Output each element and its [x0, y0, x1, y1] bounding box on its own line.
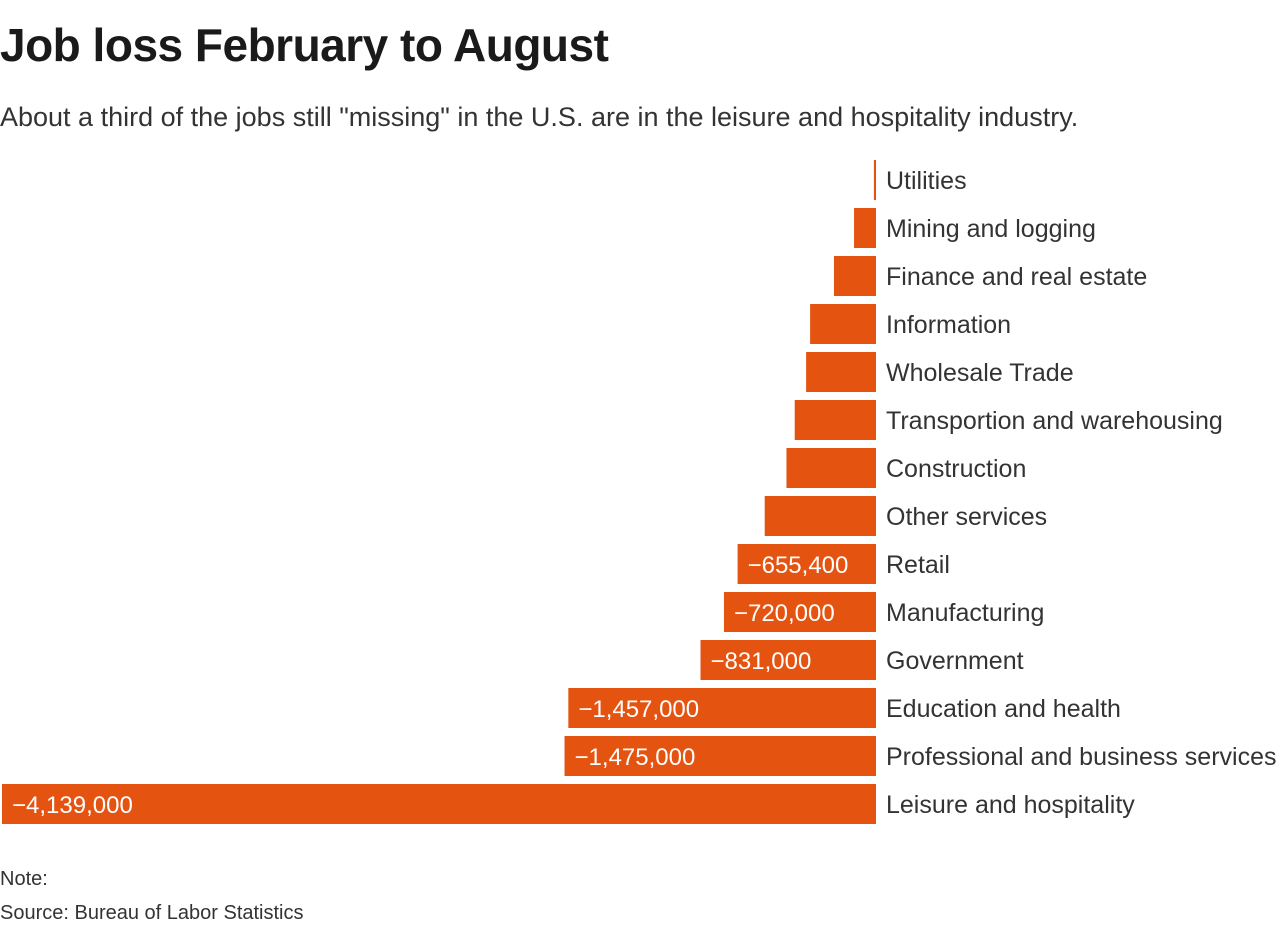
chart-subtitle: About a third of the jobs still "missing…	[0, 102, 1079, 132]
bar-construction	[786, 448, 876, 488]
category-label: Leisure and hospitality	[886, 791, 1135, 819]
bar-transportion-and-warehousing	[794, 400, 876, 440]
category-label: Utilities	[886, 167, 967, 195]
bar-finance-and-real-estate	[833, 256, 876, 296]
category-label: Transportion and warehousing	[886, 407, 1223, 435]
bar-mining-and-logging	[854, 208, 876, 248]
category-label: Retail	[886, 551, 950, 579]
category-label: Professional and business services	[886, 743, 1276, 771]
bar-manufacturing	[723, 592, 876, 632]
value-label: −4,139,000	[12, 792, 133, 819]
category-label: Other services	[886, 503, 1047, 531]
category-label: Finance and real estate	[886, 263, 1147, 291]
chart-source: Source: Bureau of Labor Statistics	[0, 902, 304, 924]
bar-utilities	[873, 160, 876, 200]
category-label: Government	[886, 647, 1024, 675]
bar-other-services	[764, 496, 876, 536]
bar-chart: Utilities Mining and logging Finance and r…	[2, 160, 1276, 824]
category-label: Education and health	[886, 695, 1121, 723]
bar-wholesale-trade	[806, 352, 876, 392]
value-label: −655,400	[748, 552, 849, 579]
category-label: Construction	[886, 455, 1026, 483]
bar-government	[700, 640, 876, 680]
bar-professional-and-business-services	[564, 736, 876, 776]
category-label: Wholesale Trade	[886, 359, 1074, 387]
bar-leisure-and-hospitality	[2, 784, 876, 824]
bar-information	[810, 304, 876, 344]
value-label: −831,000	[711, 648, 812, 675]
value-label: −1,457,000	[578, 696, 699, 723]
bar-education-and-health	[568, 688, 876, 728]
category-label: Mining and logging	[886, 215, 1096, 243]
category-label: Information	[886, 311, 1011, 339]
bar-retail	[737, 544, 876, 584]
value-label: −1,475,000	[575, 744, 696, 771]
chart-title: Job loss February to August	[0, 19, 609, 71]
chart-note: Note:	[0, 868, 48, 890]
value-label: −720,000	[734, 600, 835, 627]
category-label: Manufacturing	[886, 599, 1044, 627]
